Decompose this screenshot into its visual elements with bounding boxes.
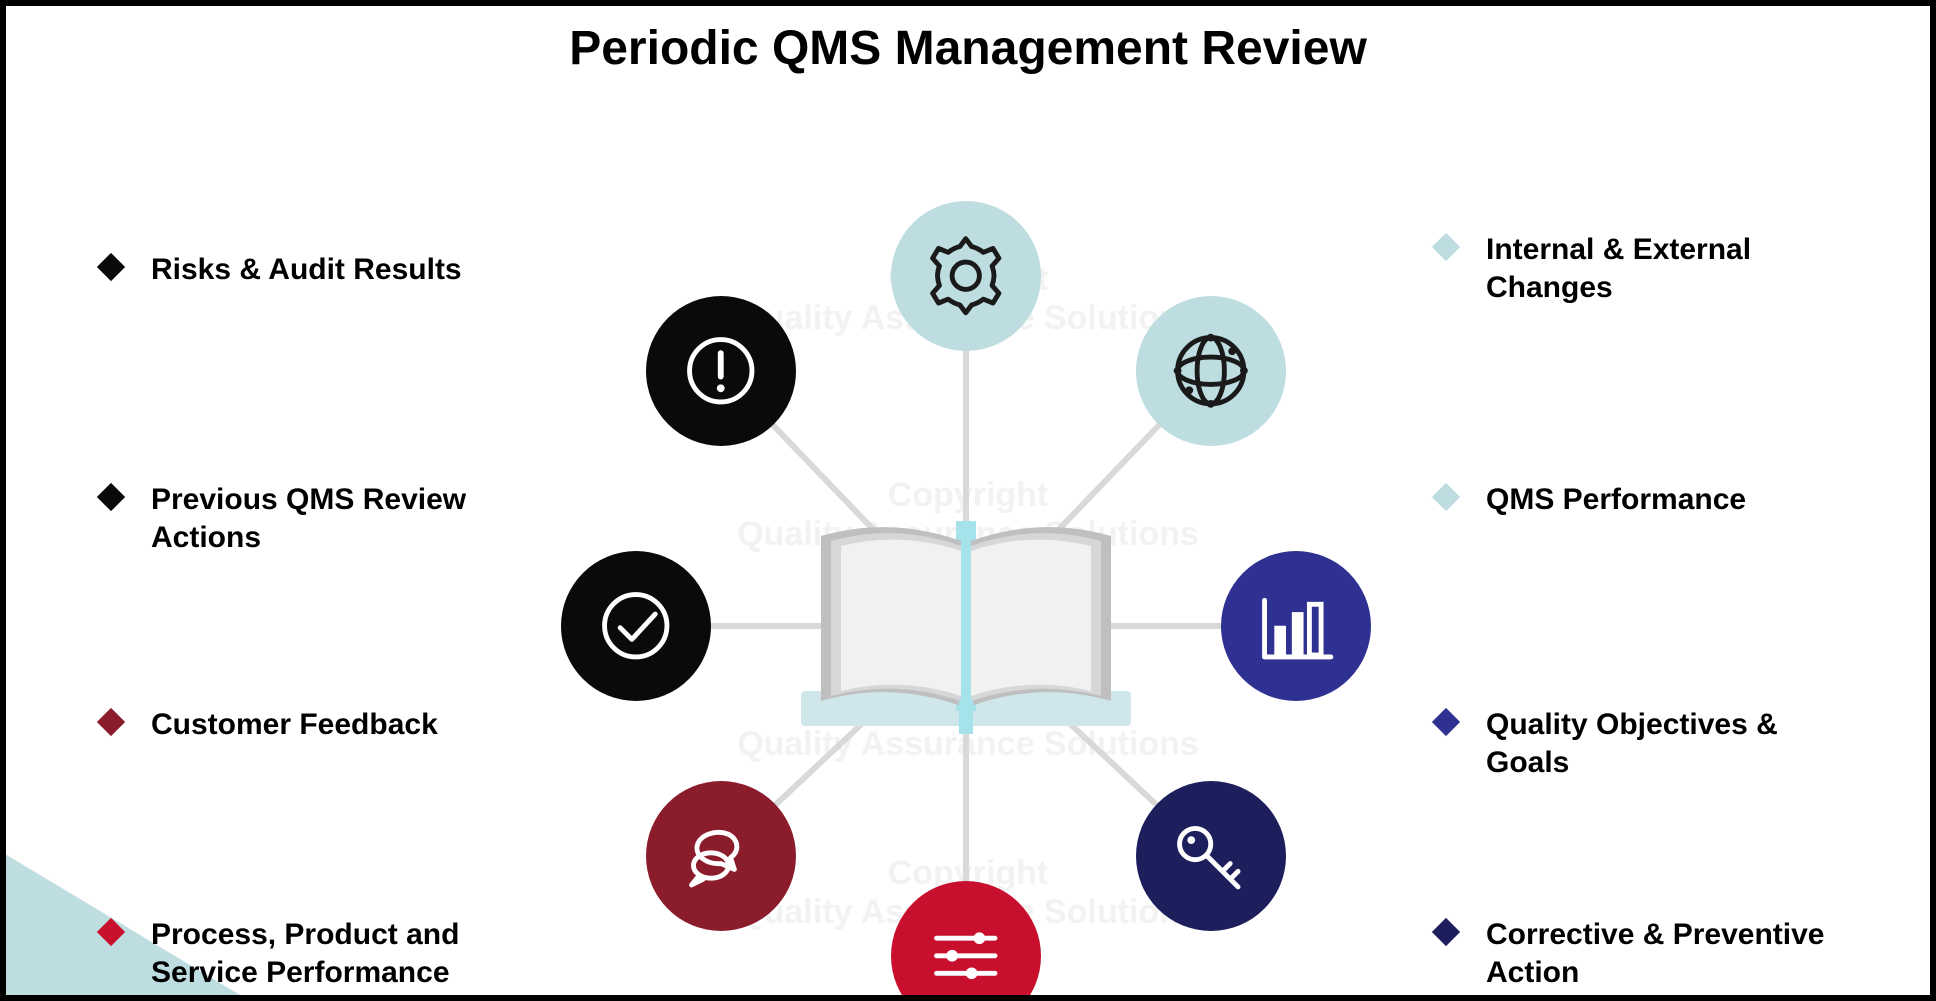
legend-label: QMS Performance xyxy=(1486,481,1746,519)
diamond-bullet-icon xyxy=(97,708,125,736)
center-book-icon xyxy=(791,501,1141,751)
legend-label: Previous QMS Review Actions xyxy=(151,481,491,556)
legend-label: Quality Objectives & Goals xyxy=(1486,706,1826,781)
legend-item: Corrective & Preventive Action xyxy=(1436,916,1826,991)
legend-label: Customer Feedback xyxy=(151,706,438,744)
legend-label: Risks & Audit Results xyxy=(151,251,462,289)
diamond-bullet-icon xyxy=(1432,233,1460,261)
legend-item: Customer Feedback xyxy=(101,706,438,744)
legend-item: QMS Performance xyxy=(1436,481,1746,519)
check-node-icon xyxy=(561,551,711,701)
chart-node-icon xyxy=(1221,551,1371,701)
diamond-bullet-icon xyxy=(1432,708,1460,736)
legend-label: Process, Product and Service Performance xyxy=(151,916,491,991)
key-node-icon xyxy=(1136,781,1286,931)
legend-label: Internal & External Changes xyxy=(1486,231,1826,306)
legend-item: Previous QMS Review Actions xyxy=(101,481,491,556)
legend-item: Process, Product and Service Performance xyxy=(101,916,491,991)
diamond-bullet-icon xyxy=(97,253,125,281)
diamond-bullet-icon xyxy=(97,918,125,946)
gear-node-icon xyxy=(891,201,1041,351)
diamond-bullet-icon xyxy=(1432,918,1460,946)
legend-item: Risks & Audit Results xyxy=(101,251,462,289)
diagram-frame: Periodic QMS Management Review Copyright… xyxy=(0,0,1936,1001)
legend-item: Quality Objectives & Goals xyxy=(1436,706,1826,781)
diamond-bullet-icon xyxy=(97,483,125,511)
legend-label: Corrective & Preventive Action xyxy=(1486,916,1826,991)
legend-item: Internal & External Changes xyxy=(1436,231,1826,306)
chat-node-icon xyxy=(646,781,796,931)
alert-node-icon xyxy=(646,296,796,446)
diamond-bullet-icon xyxy=(1432,483,1460,511)
globe-node-icon xyxy=(1136,296,1286,446)
